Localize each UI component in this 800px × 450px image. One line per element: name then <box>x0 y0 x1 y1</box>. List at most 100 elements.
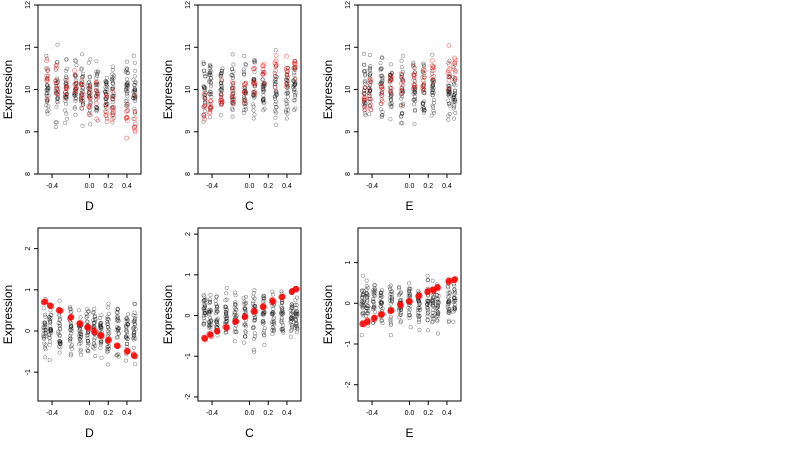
data-point <box>111 76 116 81</box>
fitted-point <box>207 106 213 111</box>
data-point <box>95 92 100 97</box>
data-point <box>111 115 116 120</box>
fitted-point <box>230 99 236 105</box>
data-point <box>360 295 365 300</box>
data-point <box>260 72 265 77</box>
fitted-point <box>111 110 116 116</box>
data-point <box>378 60 383 65</box>
data-point <box>367 86 372 91</box>
fitted-point <box>252 91 258 97</box>
data-point <box>79 332 84 337</box>
data-point <box>78 349 83 354</box>
fitted-point <box>452 77 458 82</box>
data-point <box>43 345 48 350</box>
data-point <box>367 112 372 117</box>
data-point <box>243 89 248 94</box>
data-point <box>49 330 54 335</box>
data-point <box>230 96 235 101</box>
data-point <box>98 326 103 331</box>
plot-frame <box>357 227 462 402</box>
data-point <box>434 318 439 323</box>
data-point <box>445 302 450 307</box>
data-point <box>43 347 48 352</box>
data-point <box>378 74 383 79</box>
data-point <box>53 90 58 95</box>
data-point <box>44 109 49 114</box>
fitted-point <box>273 63 279 69</box>
data-point <box>230 98 235 103</box>
fitted-point <box>420 89 426 95</box>
data-point <box>367 93 372 98</box>
data-point <box>223 298 228 303</box>
data-point <box>447 290 452 295</box>
data-point <box>431 64 436 69</box>
data-point <box>430 313 435 318</box>
fitted-point <box>201 113 207 118</box>
data-point <box>115 307 120 312</box>
data-point <box>131 319 136 324</box>
data-point <box>125 333 130 338</box>
data-point <box>55 100 60 105</box>
data-point <box>45 83 50 88</box>
data-point <box>364 293 369 298</box>
data-point <box>55 60 60 65</box>
data-point <box>105 325 110 330</box>
data-point <box>371 288 376 293</box>
data-point <box>379 290 384 295</box>
data-point <box>417 306 422 311</box>
data-point <box>68 325 73 330</box>
data-point <box>103 103 108 108</box>
data-point <box>290 323 295 328</box>
data-point <box>219 83 224 88</box>
data-point <box>45 97 50 102</box>
fitted-point <box>79 93 85 99</box>
data-point <box>45 68 50 73</box>
fitted-point <box>371 314 378 321</box>
data-point <box>412 102 417 107</box>
data-point <box>446 98 451 103</box>
data-point <box>399 114 404 119</box>
data-point <box>67 337 72 342</box>
data-point <box>131 335 136 340</box>
data-point <box>219 102 224 107</box>
data-point <box>388 91 393 96</box>
data-point <box>64 94 69 99</box>
data-point <box>65 66 70 71</box>
data-point <box>243 91 248 96</box>
data-point <box>430 299 435 304</box>
data-point <box>371 300 376 305</box>
fitted-point <box>207 109 213 115</box>
data-point <box>271 315 276 320</box>
data-point <box>116 328 121 333</box>
fitted-point <box>361 96 367 102</box>
data-point <box>280 306 285 311</box>
data-point <box>132 330 137 335</box>
y-tick-label: -1 <box>185 353 192 359</box>
data-point <box>270 312 275 317</box>
data-point <box>42 320 47 325</box>
fitted-point <box>362 106 368 112</box>
data-point <box>69 331 74 336</box>
data-point <box>446 310 451 315</box>
data-point <box>288 308 293 313</box>
data-point <box>293 90 298 95</box>
data-point <box>430 319 435 324</box>
data-point <box>105 344 110 349</box>
data-point <box>41 334 46 339</box>
fitted-point <box>86 103 91 109</box>
data-point <box>262 100 267 105</box>
data-point <box>274 63 279 68</box>
data-point <box>115 353 120 358</box>
data-point <box>387 285 392 290</box>
y-tick-label: 10 <box>25 86 32 94</box>
data-point <box>231 100 236 105</box>
data-point <box>232 311 237 316</box>
y-tick-label: 0 <box>25 329 32 333</box>
data-point <box>201 104 206 109</box>
data-point <box>253 334 258 339</box>
data-point <box>425 298 430 303</box>
data-point <box>86 309 91 314</box>
fitted-point <box>79 82 85 88</box>
data-point <box>291 79 296 84</box>
